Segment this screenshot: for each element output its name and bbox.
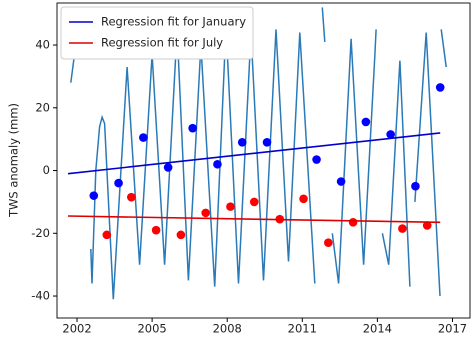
point [411,181,420,191]
point [151,225,161,235]
regression-line [67,215,441,224]
x-tick-label: 2005 [137,322,166,334]
point [163,163,173,172]
point [213,159,222,169]
point [237,138,247,147]
legend-label: Regression fit for January [101,15,246,29]
point [336,177,346,186]
y-tick-label: 0 [43,163,50,177]
y-tick-label: -40 [31,289,50,303]
point [249,197,259,207]
y-tick-label: 20 [35,100,50,114]
regression-line [67,132,441,175]
point [127,192,136,202]
point [422,221,432,230]
y-axis-label: TWS anomaly (mm) [7,103,21,218]
plot-frame [56,2,471,319]
x-tick-label: 2014 [363,322,392,334]
point [312,155,321,164]
y-tick-label: -20 [31,226,50,240]
point [262,138,272,147]
y-tick-label: 40 [35,38,50,52]
point [89,191,99,200]
legend-box [60,6,254,60]
point [348,218,358,227]
point [114,178,123,188]
point [226,202,235,211]
point [176,230,186,240]
x-tick-label: 2011 [288,322,317,334]
point [139,133,148,142]
x-tick-label: 2002 [62,322,91,334]
point [435,83,445,92]
point [188,123,197,133]
legend-label: Regression fit for July [101,36,223,50]
point [361,117,371,127]
x-tick-label: 2017 [438,322,467,334]
x-tick-label: 2008 [213,322,242,334]
point [299,194,308,204]
point [102,230,112,240]
point [398,224,407,233]
point [324,238,333,248]
point [201,208,210,218]
point [386,130,395,139]
